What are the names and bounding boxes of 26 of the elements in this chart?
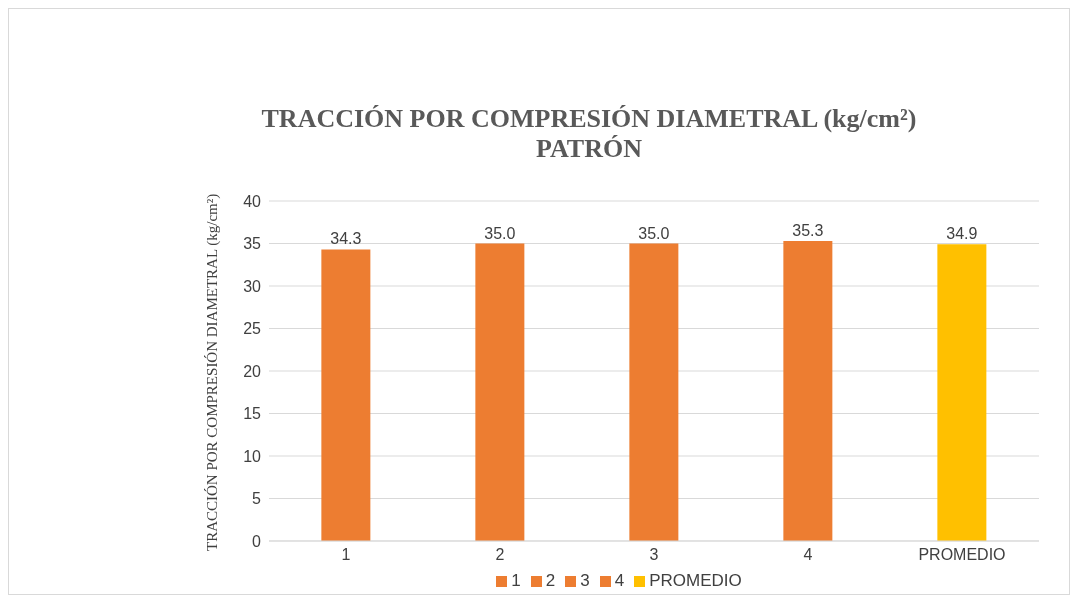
y-tick-label: 30 xyxy=(243,277,262,295)
x-tick-label: 4 xyxy=(803,546,813,564)
x-tick-label: 3 xyxy=(649,546,659,564)
data-label: 34.9 xyxy=(946,225,978,243)
y-tick-label: 35 xyxy=(243,235,262,253)
data-label: 34.3 xyxy=(330,230,362,248)
y-tick-label: 15 xyxy=(243,405,262,423)
y-tick-label: 10 xyxy=(243,447,262,465)
y-tick-label: 25 xyxy=(243,320,262,338)
y-tick-label: 0 xyxy=(252,532,262,550)
legend-label: 3 xyxy=(580,571,590,590)
y-axis-title: TRACCIÓN POR COMPRESIÓN DIAMETRAL (kg/cm²) xyxy=(204,193,222,551)
legend-label: PROMEDIO xyxy=(649,571,742,590)
legend-label: 1 xyxy=(511,571,521,590)
chart-title: TRACCIÓN POR COMPRESIÓN DIAMETRAL (kg/cm²) PATRÓN xyxy=(260,104,918,164)
legend-label: 2 xyxy=(545,571,556,590)
x-tick-label: 1 xyxy=(341,546,351,564)
data-label: 35.3 xyxy=(792,221,824,239)
y-tick-label: 20 xyxy=(243,362,262,380)
data-label: 35.0 xyxy=(484,224,516,242)
x-tick-label: 2 xyxy=(495,546,505,564)
x-tick-label: PROMEDIO xyxy=(918,546,1006,564)
legend-label: 4 xyxy=(614,571,625,590)
y-tick-label: 5 xyxy=(252,490,262,508)
data-label: 35.0 xyxy=(638,224,670,242)
y-tick-label: 40 xyxy=(243,192,262,210)
